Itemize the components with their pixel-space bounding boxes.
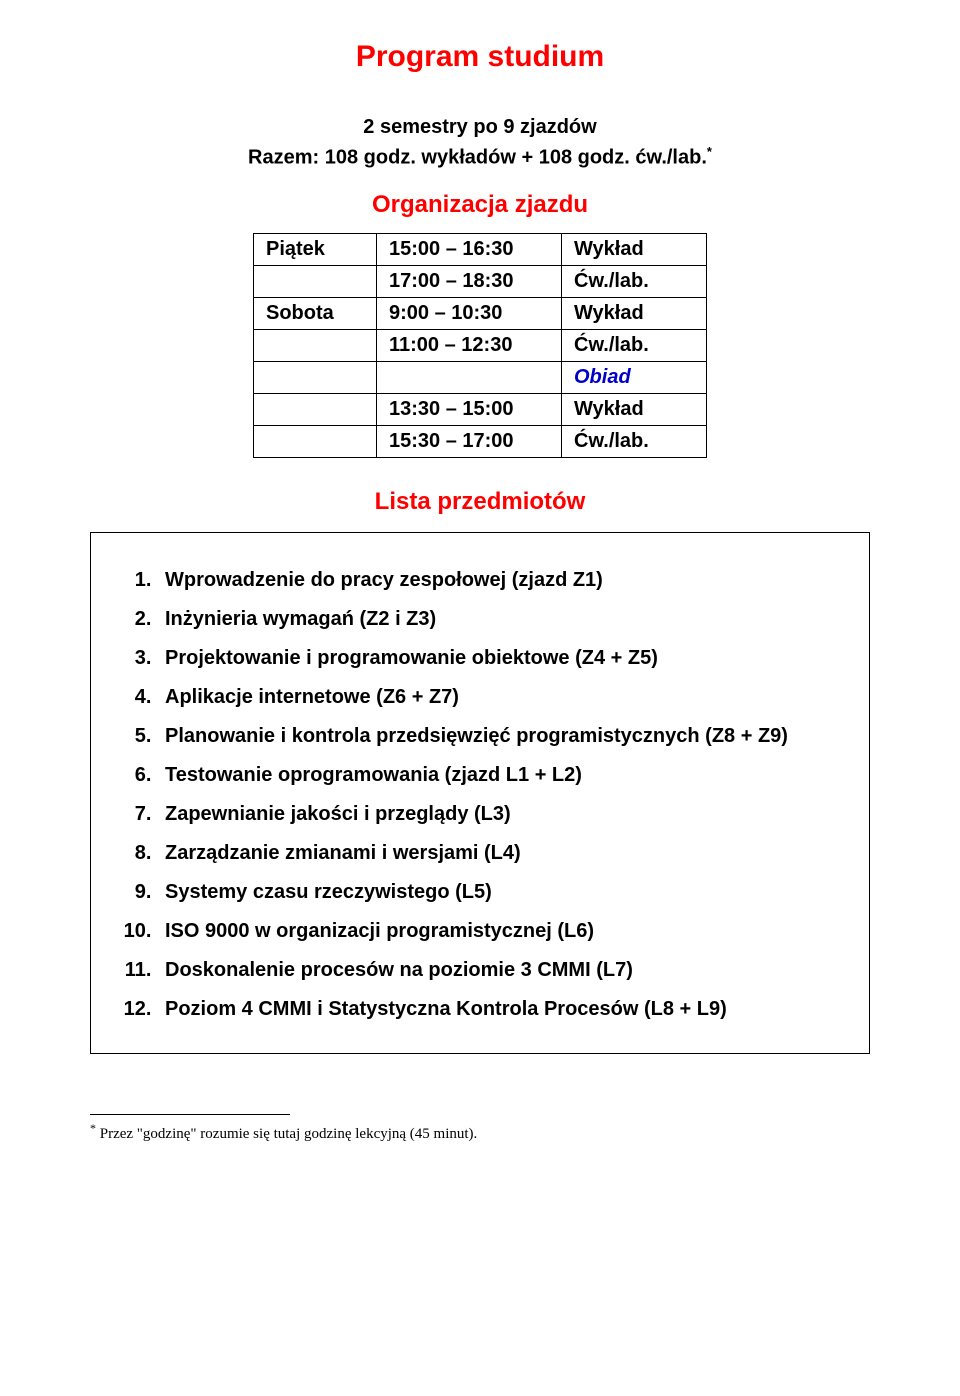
schedule-heading: Organizacja zjazdu (90, 191, 870, 219)
table-row: Obiad (254, 361, 707, 393)
subtitle-line-2-wrap: Razem: 108 godz. wykładów + 108 godz. ćw… (90, 142, 870, 173)
subject-list: Wprowadzenie do pracy zespołowej (zjazd … (121, 561, 839, 1029)
subtitle-line-2: Razem: 108 godz. wykładów + 108 godz. ćw… (248, 147, 707, 169)
list-item: Aplikacje internetowe (Z6 + Z7) (157, 678, 839, 717)
schedule-day-cell (254, 393, 377, 425)
footnote-text: Przez "godzinę" rozumie się tutaj godzin… (96, 1126, 477, 1142)
schedule-day-cell (254, 425, 377, 457)
list-item: Testowanie oprogramowania (zjazd L1 + L2… (157, 756, 839, 795)
schedule-day-cell (254, 361, 377, 393)
table-row: 17:00 – 18:30Ćw./lab. (254, 265, 707, 297)
list-item: Planowanie i kontrola przedsięwzięć prog… (157, 717, 839, 756)
list-item: Zapewnianie jakości i przeglądy (L3) (157, 795, 839, 834)
schedule-activity-cell: Wykład (562, 297, 707, 329)
list-item: Doskonalenie procesów na poziomie 3 CMMI… (157, 951, 839, 990)
subtitle-block: 2 semestry po 9 zjazdów Razem: 108 godz.… (90, 112, 870, 173)
schedule-body: Piątek15:00 – 16:30Wykład17:00 – 18:30Ćw… (254, 233, 707, 457)
schedule-activity-cell: Obiad (562, 361, 707, 393)
schedule-time-cell (377, 361, 562, 393)
schedule-time-cell: 17:00 – 18:30 (377, 265, 562, 297)
footnote-separator (90, 1114, 290, 1115)
subjects-heading: Lista przedmiotów (90, 488, 870, 516)
schedule-day-cell: Piątek (254, 233, 377, 265)
schedule-activity-cell: Wykład (562, 233, 707, 265)
list-item: Inżynieria wymagań (Z2 i Z3) (157, 600, 839, 639)
schedule-time-cell: 15:30 – 17:00 (377, 425, 562, 457)
list-item: Poziom 4 CMMI i Statystyczna Kontrola Pr… (157, 990, 839, 1029)
schedule-activity-cell: Ćw./lab. (562, 265, 707, 297)
footnote: * Przez "godzinę" rozumie się tutaj godz… (90, 1121, 870, 1143)
subtitle-asterisk: * (707, 144, 712, 159)
schedule-day-cell: Sobota (254, 297, 377, 329)
page: Program studium 2 semestry po 9 zjazdów … (0, 0, 960, 1396)
schedule-time-cell: 13:30 – 15:00 (377, 393, 562, 425)
table-row: 11:00 – 12:30Ćw./lab. (254, 329, 707, 361)
list-item: Wprowadzenie do pracy zespołowej (zjazd … (157, 561, 839, 600)
schedule-table: Piątek15:00 – 16:30Wykład17:00 – 18:30Ćw… (253, 233, 707, 458)
schedule-activity-cell: Ćw./lab. (562, 329, 707, 361)
page-title: Program studium (90, 40, 870, 74)
schedule-day-cell (254, 265, 377, 297)
table-row: Sobota9:00 – 10:30Wykład (254, 297, 707, 329)
schedule-time-cell: 11:00 – 12:30 (377, 329, 562, 361)
schedule-activity-cell: Ćw./lab. (562, 425, 707, 457)
list-item: Zarządzanie zmianami i wersjami (L4) (157, 834, 839, 873)
table-row: Piątek15:00 – 16:30Wykład (254, 233, 707, 265)
table-row: 15:30 – 17:00Ćw./lab. (254, 425, 707, 457)
list-item: ISO 9000 w organizacji programistycznej … (157, 912, 839, 951)
list-item: Systemy czasu rzeczywistego (L5) (157, 873, 839, 912)
schedule-activity-cell: Wykład (562, 393, 707, 425)
subtitle-line-1: 2 semestry po 9 zjazdów (90, 112, 870, 142)
schedule-day-cell (254, 329, 377, 361)
subject-list-box: Wprowadzenie do pracy zespołowej (zjazd … (90, 532, 870, 1054)
table-row: 13:30 – 15:00Wykład (254, 393, 707, 425)
list-item: Projektowanie i programowanie obiektowe … (157, 639, 839, 678)
schedule-time-cell: 9:00 – 10:30 (377, 297, 562, 329)
schedule-time-cell: 15:00 – 16:30 (377, 233, 562, 265)
